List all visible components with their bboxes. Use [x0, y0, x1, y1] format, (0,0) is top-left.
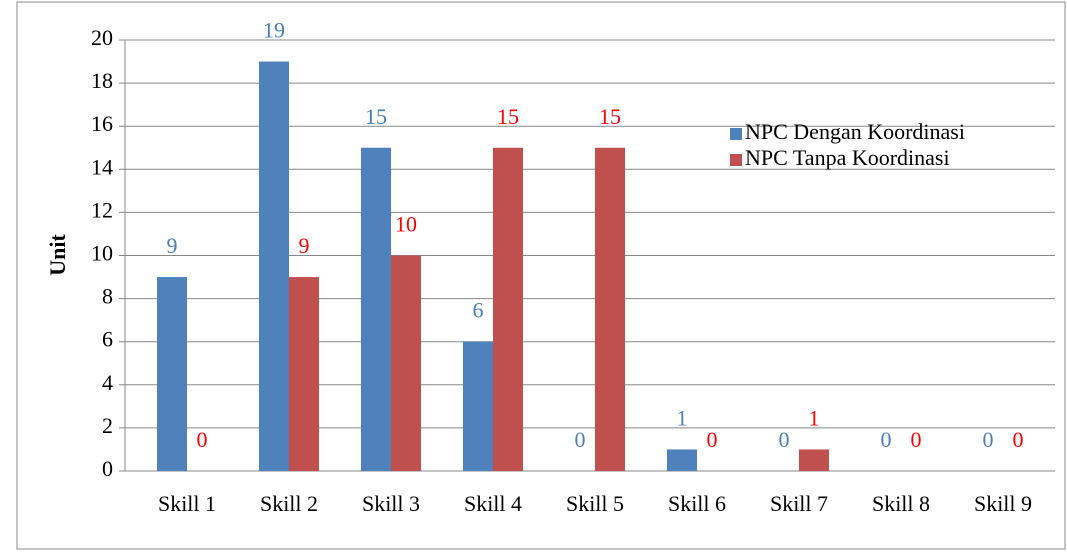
data-label: 0 — [779, 427, 790, 452]
x-tick-label: Skill 6 — [668, 491, 726, 516]
data-label: 6 — [473, 298, 484, 323]
y-tick-label: 4 — [102, 370, 113, 395]
y-tick-label: 8 — [102, 284, 113, 309]
y-tick-label: 0 — [102, 456, 113, 481]
data-label: 0 — [1013, 427, 1024, 452]
y-tick-label: 20 — [91, 25, 113, 50]
data-label: 1 — [677, 405, 688, 430]
y-axis-title: Unit — [45, 234, 70, 276]
x-tick-label: Skill 5 — [566, 491, 624, 516]
x-tick-label: Skill 4 — [464, 491, 522, 516]
data-label: 0 — [197, 427, 208, 452]
bar — [259, 61, 289, 472]
y-tick-label: 2 — [102, 413, 113, 438]
x-tick-label: Skill 8 — [872, 491, 930, 516]
legend-label: NPC Tanpa Koordinasi — [745, 145, 950, 170]
data-label: 15 — [497, 104, 519, 129]
bar — [463, 341, 493, 471]
bar — [391, 255, 421, 471]
x-tick-label: Skill 2 — [260, 491, 318, 516]
legend-swatch — [730, 154, 742, 166]
data-label: 9 — [299, 233, 310, 258]
bar — [799, 449, 829, 471]
legend-label: NPC Dengan Koordinasi — [745, 119, 965, 144]
y-tick-label: 16 — [91, 111, 113, 136]
bar — [667, 449, 697, 471]
x-tick-label: Skill 1 — [158, 491, 216, 516]
data-label: 9 — [167, 233, 178, 258]
x-tick-label: Skill 9 — [974, 491, 1032, 516]
bar — [595, 147, 625, 471]
data-label: 0 — [707, 427, 718, 452]
data-label: 15 — [599, 104, 621, 129]
data-label: 0 — [911, 427, 922, 452]
x-tick-label: Skill 3 — [362, 491, 420, 516]
y-tick-label: 10 — [91, 241, 113, 266]
y-tick-label: 18 — [91, 68, 113, 93]
bar — [289, 277, 319, 471]
bar — [493, 147, 523, 471]
y-tick-label: 6 — [102, 327, 113, 352]
data-label: 0 — [983, 427, 994, 452]
bar — [157, 277, 187, 471]
legend-swatch — [730, 128, 742, 140]
data-label: 1 — [809, 405, 820, 430]
data-label: 19 — [263, 18, 285, 43]
y-tick-label: 14 — [91, 154, 113, 179]
data-label: 0 — [575, 427, 586, 452]
data-label: 10 — [395, 212, 417, 237]
y-tick-label: 12 — [91, 197, 113, 222]
data-label: 0 — [881, 427, 892, 452]
data-label: 15 — [365, 104, 387, 129]
x-tick-label: Skill 7 — [770, 491, 828, 516]
chart-border — [16, 1, 1066, 550]
bar — [361, 147, 391, 471]
